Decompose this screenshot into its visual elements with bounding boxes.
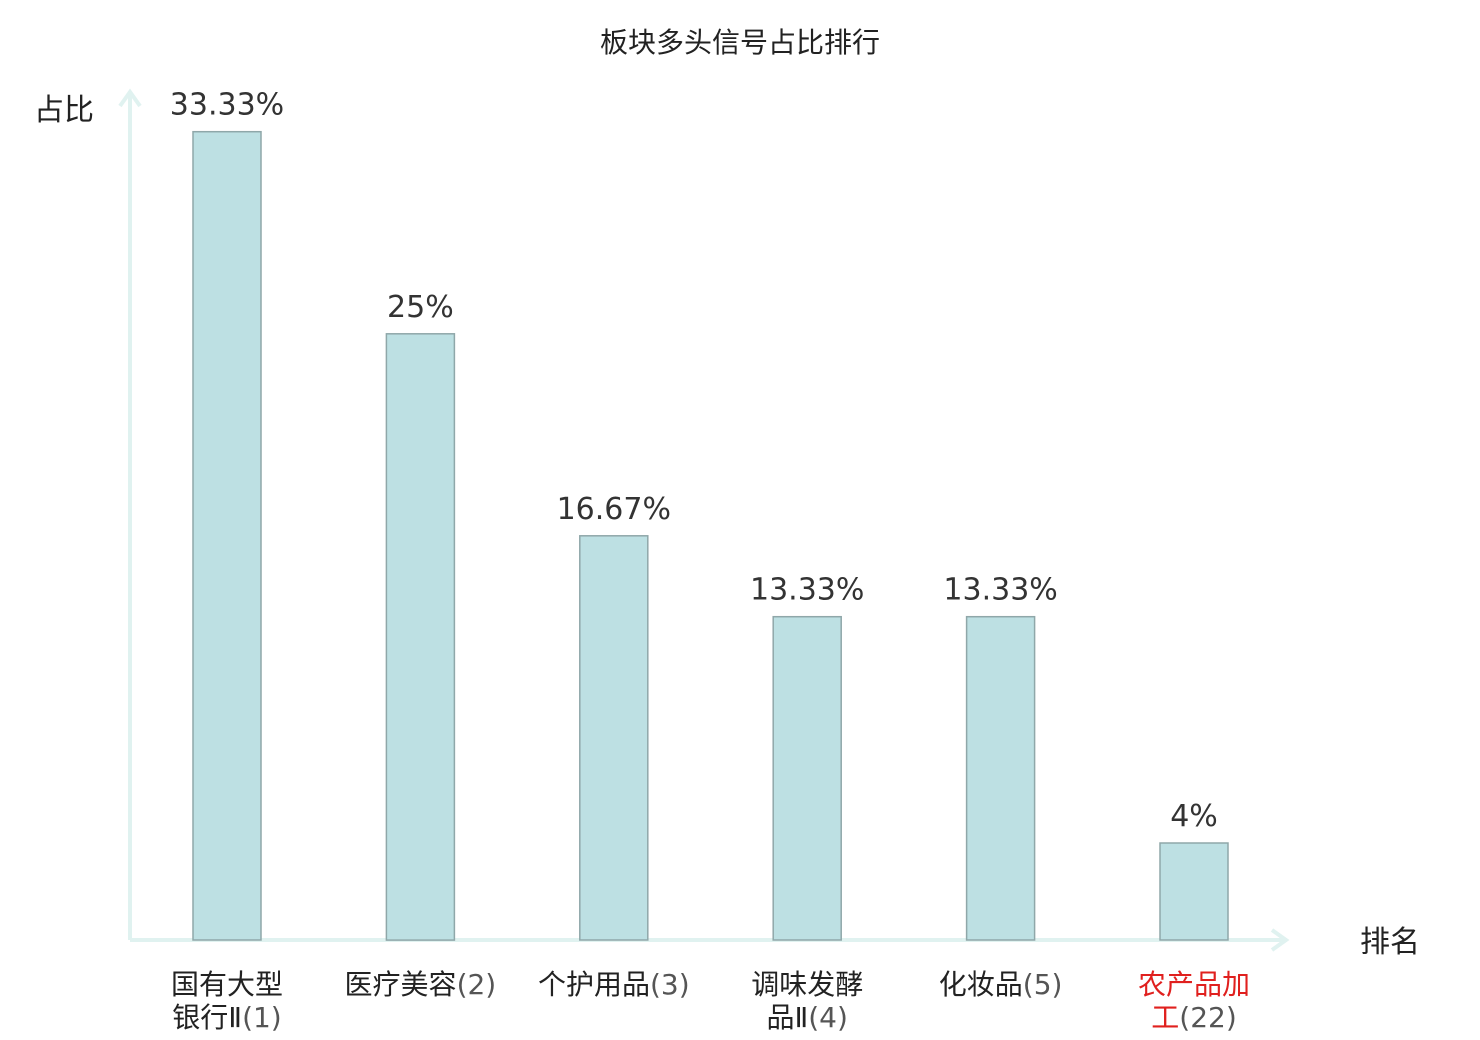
value-label-5: 13.33% — [943, 573, 1057, 608]
chart-title: 板块多头信号占比排行 — [600, 26, 880, 59]
x-tick-label-5-line-1: 化妆品(5) — [939, 968, 1063, 1001]
rank-label-1: (1) — [242, 1001, 282, 1034]
bar-1 — [192, 130, 262, 941]
y-axis-label: 占比 — [34, 93, 94, 128]
value-label-4: 13.33% — [750, 573, 864, 608]
x-tick-label-6-line-1: 农产品加 — [1138, 968, 1250, 1001]
bar-3 — [579, 535, 649, 941]
y-axis-arrow — [118, 88, 142, 108]
x-tick-label-2-line-1: 医疗美容(2) — [345, 968, 497, 1001]
rank-label-4: (4) — [808, 1001, 848, 1034]
value-label-6: 4% — [1170, 799, 1218, 834]
bar-4 — [772, 615, 842, 941]
value-label-3: 16.67% — [557, 492, 671, 527]
x-axis-label: 排名 — [1360, 925, 1420, 960]
x-tick-label-4-line-2: 品Ⅱ(4) — [766, 1001, 847, 1034]
x-tick-label-1-line-2: 银行Ⅱ(1) — [172, 1001, 281, 1034]
x-tick-label-4-line-1: 调味发酵 — [751, 968, 863, 1001]
x-tick-label-3-line-1: 个护用品(3) — [538, 968, 690, 1001]
bar-6 — [1159, 842, 1229, 941]
rank-label-5: (5) — [1023, 968, 1063, 1001]
x-tick-label-1-line-1: 国有大型 — [171, 968, 283, 1001]
x-axis-arrow — [1270, 928, 1290, 952]
bar-2 — [385, 333, 456, 941]
rank-label-3: (3) — [650, 968, 690, 1001]
value-label-1: 33.33% — [170, 88, 284, 123]
rank-label-6: (22) — [1179, 1001, 1236, 1034]
x-tick-label-6-line-2: 工(22) — [1151, 1001, 1237, 1034]
bar-5 — [965, 615, 1036, 941]
rank-label-2: (2) — [457, 968, 497, 1001]
value-label-2: 25% — [387, 290, 454, 325]
